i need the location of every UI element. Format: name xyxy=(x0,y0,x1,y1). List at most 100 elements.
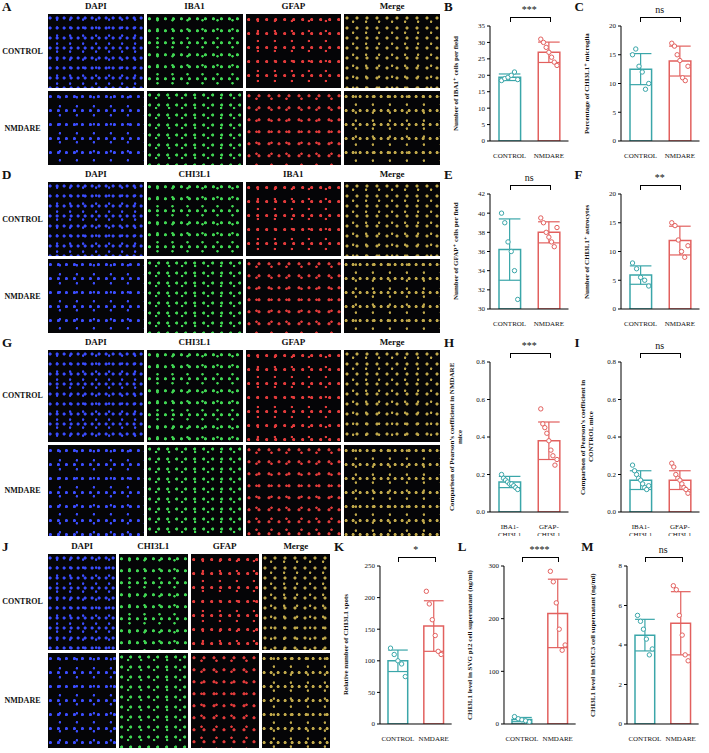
svg-text:GFAP-CHI3L1: GFAP-CHI3L1 xyxy=(668,523,692,536)
html-text:IBA1: IBA1 xyxy=(283,169,304,179)
svg-text:50: 50 xyxy=(368,689,375,697)
html-text:DAPI: DAPI xyxy=(84,1,107,11)
svg-text:0: 0 xyxy=(612,305,616,313)
svg-text:0: 0 xyxy=(482,137,486,145)
html-text:CHI3L1: CHI3L1 xyxy=(178,337,211,347)
svg-text:5: 5 xyxy=(612,277,616,285)
html-text:ns: ns xyxy=(524,172,534,183)
html-text:A: A xyxy=(2,0,12,14)
html-text:M: M xyxy=(581,539,594,554)
svg-text:CONTROL: CONTROL xyxy=(505,735,538,743)
svg-text:CONTROL: CONTROL xyxy=(629,735,662,743)
svg-text:NMDARE: NMDARE xyxy=(534,320,564,328)
html-text:GFAP: GFAP xyxy=(281,1,306,11)
svg-text:6: 6 xyxy=(619,602,623,610)
svg-text:GFAP-CHI3L1: GFAP-CHI3L1 xyxy=(537,523,561,536)
svg-text:NMDARE: NMDARE xyxy=(542,735,572,743)
svg-text:150: 150 xyxy=(365,626,376,634)
html-text:CHI3L1: CHI3L1 xyxy=(178,169,211,179)
svg-text:IBA1-CHI3L1: IBA1-CHI3L1 xyxy=(628,523,652,536)
html-text:Merge: Merge xyxy=(379,337,405,347)
svg-text:10: 10 xyxy=(478,105,486,113)
svg-text:42: 42 xyxy=(478,190,486,198)
svg-text:0.6: 0.6 xyxy=(607,396,616,404)
svg-text:0.0: 0.0 xyxy=(607,508,616,516)
svg-text:25: 25 xyxy=(478,55,486,63)
html-text:D: D xyxy=(2,167,12,182)
svg-text:0: 0 xyxy=(495,720,499,728)
svg-text:0.0: 0.0 xyxy=(476,508,485,516)
svg-text:CONTROL: CONTROL xyxy=(381,735,414,743)
svg-text:0: 0 xyxy=(619,720,623,728)
svg-text:15: 15 xyxy=(609,51,617,59)
svg-text:300: 300 xyxy=(488,562,499,570)
html-text:Merge: Merge xyxy=(379,1,405,11)
svg-text:100: 100 xyxy=(488,668,499,676)
html-text:H: H xyxy=(444,335,455,350)
svg-text:200: 200 xyxy=(488,615,499,623)
html-text:K: K xyxy=(334,539,345,554)
svg-text:36: 36 xyxy=(478,248,486,256)
svg-text:5: 5 xyxy=(482,121,486,129)
html-text:DAPI: DAPI xyxy=(71,541,94,551)
svg-text:0: 0 xyxy=(612,137,616,145)
html-text:NMDARE: NMDARE xyxy=(4,485,41,495)
html-text:CONTROL: CONTROL xyxy=(2,46,43,56)
svg-text:CONTROL: CONTROL xyxy=(493,320,526,328)
html-text:NMDARE: NMDARE xyxy=(4,123,41,133)
html-text:Comparison of Pearson's coeffi: Comparison of Pearson's coefficient in C… xyxy=(578,379,595,495)
svg-text:CONTROL: CONTROL xyxy=(493,152,526,160)
svg-text:CONTROL: CONTROL xyxy=(624,320,657,328)
svg-text:0.8: 0.8 xyxy=(476,358,485,366)
svg-text:NMDARE: NMDARE xyxy=(664,152,694,160)
svg-text:32: 32 xyxy=(478,286,486,294)
svg-text:IBA1-CHI3L1: IBA1-CHI3L1 xyxy=(498,523,522,536)
svg-text:38: 38 xyxy=(478,229,486,237)
svg-text:15: 15 xyxy=(609,219,617,227)
html-text:ns: ns xyxy=(655,4,665,15)
svg-text:100: 100 xyxy=(365,657,376,665)
svg-text:35: 35 xyxy=(478,22,486,30)
svg-text:0.4: 0.4 xyxy=(476,433,485,441)
svg-text:0: 0 xyxy=(371,720,375,728)
svg-text:10: 10 xyxy=(609,80,617,88)
svg-text:0.2: 0.2 xyxy=(607,471,616,479)
html-text:NMDARE: NMDARE xyxy=(4,291,41,301)
html-text:CONTROL: CONTROL xyxy=(2,391,43,401)
html-text:DAPI: DAPI xyxy=(84,169,107,179)
svg-text:40: 40 xyxy=(478,210,486,218)
html-text:ns: ns xyxy=(655,340,665,351)
svg-text:20: 20 xyxy=(609,22,617,30)
svg-text:5: 5 xyxy=(612,109,616,117)
html-text:G: G xyxy=(2,335,13,350)
html-text:CHI3L1: CHI3L1 xyxy=(137,541,170,551)
svg-text:34: 34 xyxy=(478,267,486,275)
svg-text:8: 8 xyxy=(619,562,623,570)
html-text:IBA1: IBA1 xyxy=(184,1,205,11)
html-text:C: C xyxy=(574,0,584,14)
svg-text:250: 250 xyxy=(365,562,376,570)
html-text:GFAP: GFAP xyxy=(281,337,306,347)
svg-text:0.8: 0.8 xyxy=(607,358,616,366)
html-text:Merge: Merge xyxy=(379,169,405,179)
html-text:Comparison of Pearson's coeffi: Comparison of Pearson's coefficient in N… xyxy=(448,362,464,512)
svg-text:15: 15 xyxy=(478,88,486,96)
svg-text:30: 30 xyxy=(478,305,486,313)
svg-text:NMDARE: NMDARE xyxy=(664,320,694,328)
svg-text:20: 20 xyxy=(609,190,617,198)
svg-text:NMDARE: NMDARE xyxy=(534,152,564,160)
svg-text:30: 30 xyxy=(478,39,486,47)
svg-text:0.4: 0.4 xyxy=(607,433,616,441)
svg-text:0.2: 0.2 xyxy=(476,471,485,479)
html-text:DAPI: DAPI xyxy=(84,337,107,347)
svg-text:20: 20 xyxy=(478,72,486,80)
svg-text:0.6: 0.6 xyxy=(476,396,485,404)
html-text:CONTROL: CONTROL xyxy=(2,214,43,224)
svg-text:200: 200 xyxy=(365,594,376,602)
svg-text:4: 4 xyxy=(619,641,623,649)
svg-text:NMDARE: NMDARE xyxy=(666,735,696,743)
svg-text:NMDARE: NMDARE xyxy=(419,735,449,743)
svg-text:CONTROL: CONTROL xyxy=(624,152,657,160)
svg-text:2: 2 xyxy=(619,681,623,689)
svg-text:10: 10 xyxy=(609,248,617,256)
